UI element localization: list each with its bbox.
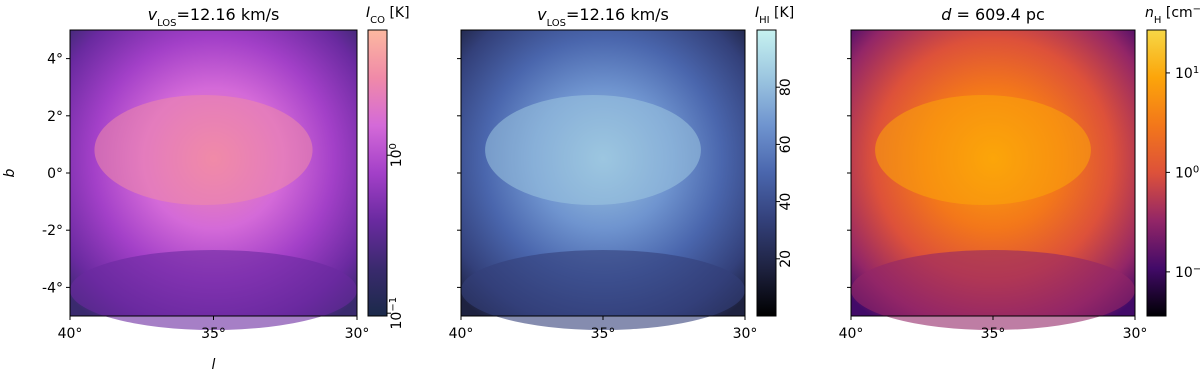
colorbar-tick-label: 60 xyxy=(778,135,794,153)
text-part: 10 xyxy=(1175,265,1193,281)
colorbar-tick-label: 40 xyxy=(778,193,794,211)
text-part: −1 xyxy=(388,297,399,312)
x-tick-label: 40° xyxy=(58,326,83,342)
text-part: d xyxy=(941,5,952,24)
text-part: 0 xyxy=(388,143,399,149)
heatmap-region xyxy=(70,250,357,330)
text-part: [K] xyxy=(385,5,410,21)
heatmap-region xyxy=(485,95,701,205)
text-part: CO xyxy=(370,15,385,26)
x-tick-label: 35° xyxy=(591,326,616,342)
colorbar-tick-label: 10−1 xyxy=(1175,263,1200,281)
colorbar-tick-label: 101 xyxy=(1175,64,1199,82)
text-part: −1 xyxy=(1193,263,1200,274)
text-part: HI xyxy=(759,15,769,26)
text-part: 0 xyxy=(1193,164,1199,175)
colorbar-label: nH [cm−3] xyxy=(1145,4,1200,26)
text-part: 1 xyxy=(1193,64,1199,75)
colorbar-label: IHI [K] xyxy=(755,5,794,26)
colorbar xyxy=(756,29,777,317)
y-tick-label: -4° xyxy=(42,280,63,296)
text-part: = 609.4 pc xyxy=(951,5,1044,24)
x-tick-label: 40° xyxy=(839,326,864,342)
colorbar xyxy=(367,29,388,317)
colorbar-tick-label: 100 xyxy=(388,143,406,167)
text-part: I xyxy=(366,5,370,21)
text-part: [K] xyxy=(770,5,795,21)
text-part: 10 xyxy=(389,312,405,330)
x-tick-label: 30° xyxy=(345,326,370,342)
x-axis-label: l xyxy=(212,357,216,373)
heatmap-region xyxy=(875,95,1091,205)
text-part: LOS xyxy=(157,18,176,29)
text-part: n xyxy=(1145,5,1154,21)
x-tick-label: 35° xyxy=(201,326,226,342)
colorbar-label: ICO [K] xyxy=(366,5,410,26)
colorbar-tick-label: 20 xyxy=(778,250,794,268)
y-tick-label: -2° xyxy=(42,223,63,239)
colorbar-tick-label: 100 xyxy=(1175,164,1199,182)
text-part: 10 xyxy=(389,149,405,167)
text-part: 10 xyxy=(1175,66,1193,82)
text-part: LOS xyxy=(547,18,566,29)
panel-title: d = 609.4 pc xyxy=(941,5,1045,24)
text-part: [cm xyxy=(1161,5,1192,21)
panel-title: vLOS=12.16 km/s xyxy=(537,5,669,29)
heatmap-region xyxy=(851,250,1135,330)
y-tick-label: 0° xyxy=(47,166,63,182)
y-axis-label: b xyxy=(2,168,18,177)
text-part: H xyxy=(1154,15,1162,26)
x-tick-label: 30° xyxy=(1123,326,1148,342)
heatmap-region xyxy=(94,95,313,205)
x-tick-label: 30° xyxy=(733,326,758,342)
text-part: =12.16 km/s xyxy=(566,5,669,24)
y-tick-label: 2° xyxy=(47,109,63,125)
heatmap-region xyxy=(461,250,745,330)
y-tick-label: 4° xyxy=(47,52,63,68)
colorbar-tick-label: 10−1 xyxy=(388,297,406,330)
text-part: 10 xyxy=(1175,165,1193,181)
text-part: v xyxy=(537,5,547,24)
text-part: −3 xyxy=(1193,4,1200,15)
x-tick-label: 35° xyxy=(981,326,1006,342)
text-part: =12.16 km/s xyxy=(177,5,280,24)
text-part: v xyxy=(148,5,158,24)
text-part: I xyxy=(755,5,759,21)
colorbar-tick-label: 80 xyxy=(778,78,794,96)
colorbar xyxy=(1146,29,1167,317)
panel-title: vLOS=12.16 km/s xyxy=(148,5,280,29)
x-tick-label: 40° xyxy=(449,326,474,342)
